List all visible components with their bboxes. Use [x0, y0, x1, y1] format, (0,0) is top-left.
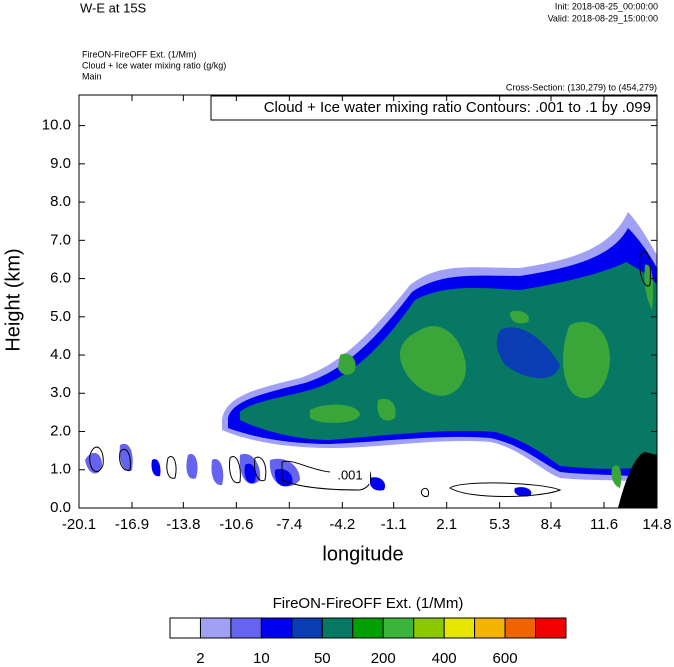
x-tick-label: 5.3: [489, 516, 510, 533]
colorbar-box: [352, 617, 384, 639]
x-tick-label: -4.2: [329, 516, 355, 533]
x-tick-label: -16.9: [115, 516, 149, 533]
colorbar-label: 400: [432, 650, 457, 667]
colorbar-box: [413, 617, 445, 639]
contour-lines: [89, 250, 651, 497]
x-tick-label: -13.8: [166, 516, 200, 533]
colorbar-title: FireON-FireOFF Ext. (1/Mm): [273, 595, 464, 612]
x-tick-label: 14.8: [642, 516, 671, 533]
colorbar-label: 50: [314, 650, 331, 667]
y-tick-label: 8.0: [50, 193, 71, 210]
x-tick-label: -10.6: [219, 516, 253, 533]
y-tick-label: 7.0: [50, 231, 71, 248]
fill-field: FireON-FireOFF Ext. (1/Mm): [82, 49, 197, 59]
colorbar-box: [535, 617, 567, 639]
contour-label: .001: [337, 467, 362, 482]
colorbar-box: [474, 617, 506, 639]
contour-info: Cloud + Ice water mixing ratio Contours:…: [264, 99, 651, 116]
valid-time: Valid: 2018-08-29_15:00:00: [548, 13, 658, 23]
plot-frame: [78, 94, 658, 509]
colorbar-box: [230, 617, 262, 639]
colorbar-label: 10: [253, 650, 270, 667]
x-tick-label: -7.4: [276, 516, 302, 533]
y-tick-label: 10.0: [42, 117, 71, 134]
y-tick-label: 4.0: [50, 346, 71, 363]
colorbar-box: [169, 617, 201, 639]
colorbar-box: [199, 617, 232, 639]
contour-label-box: [330, 466, 370, 484]
y-tick-label: 5.0: [50, 308, 71, 325]
cross-section: Cross-Section: (130,279) to (454,279): [506, 82, 657, 92]
colorbar-box: [260, 617, 293, 639]
y-tick-label: 2.0: [50, 422, 71, 439]
x-tick-label: 2.1: [436, 516, 457, 533]
colorbar-label: 2: [196, 650, 204, 667]
colorbar-box: [382, 617, 415, 639]
init-time: Init: 2018-08-25_00:00:00: [555, 1, 658, 11]
x-tick-label: -1.1: [381, 516, 407, 533]
x-tick-label: 8.4: [541, 516, 562, 533]
x-tick-label: -20.1: [62, 516, 96, 533]
y-tick-label: 3.0: [50, 384, 71, 401]
colorbar-box: [504, 617, 537, 639]
y-axis-label: Height (km): [2, 248, 24, 351]
colorbar-label: 600: [493, 650, 518, 667]
x-tick-label: 11.6: [590, 516, 618, 533]
contour-field: Cloud + Ice water mixing ratio (g/kg): [82, 60, 226, 70]
colorbar-box: [291, 617, 323, 639]
y-tick-label: 0.0: [50, 499, 71, 516]
y-tick-label: 9.0: [50, 155, 71, 172]
contour-fill: [85, 212, 657, 508]
y-tick-label: 1.0: [50, 461, 71, 478]
contour-info-box: [210, 95, 658, 121]
chart-title: W-E at 15S: [80, 0, 147, 15]
y-tick-label: 6.0: [50, 270, 71, 287]
colorbar-box: [321, 617, 354, 639]
colorbar-box: [443, 617, 476, 639]
run-name: Main: [82, 71, 102, 81]
x-axis-label: longitude: [322, 543, 403, 565]
colorbar-label: 200: [371, 650, 396, 667]
